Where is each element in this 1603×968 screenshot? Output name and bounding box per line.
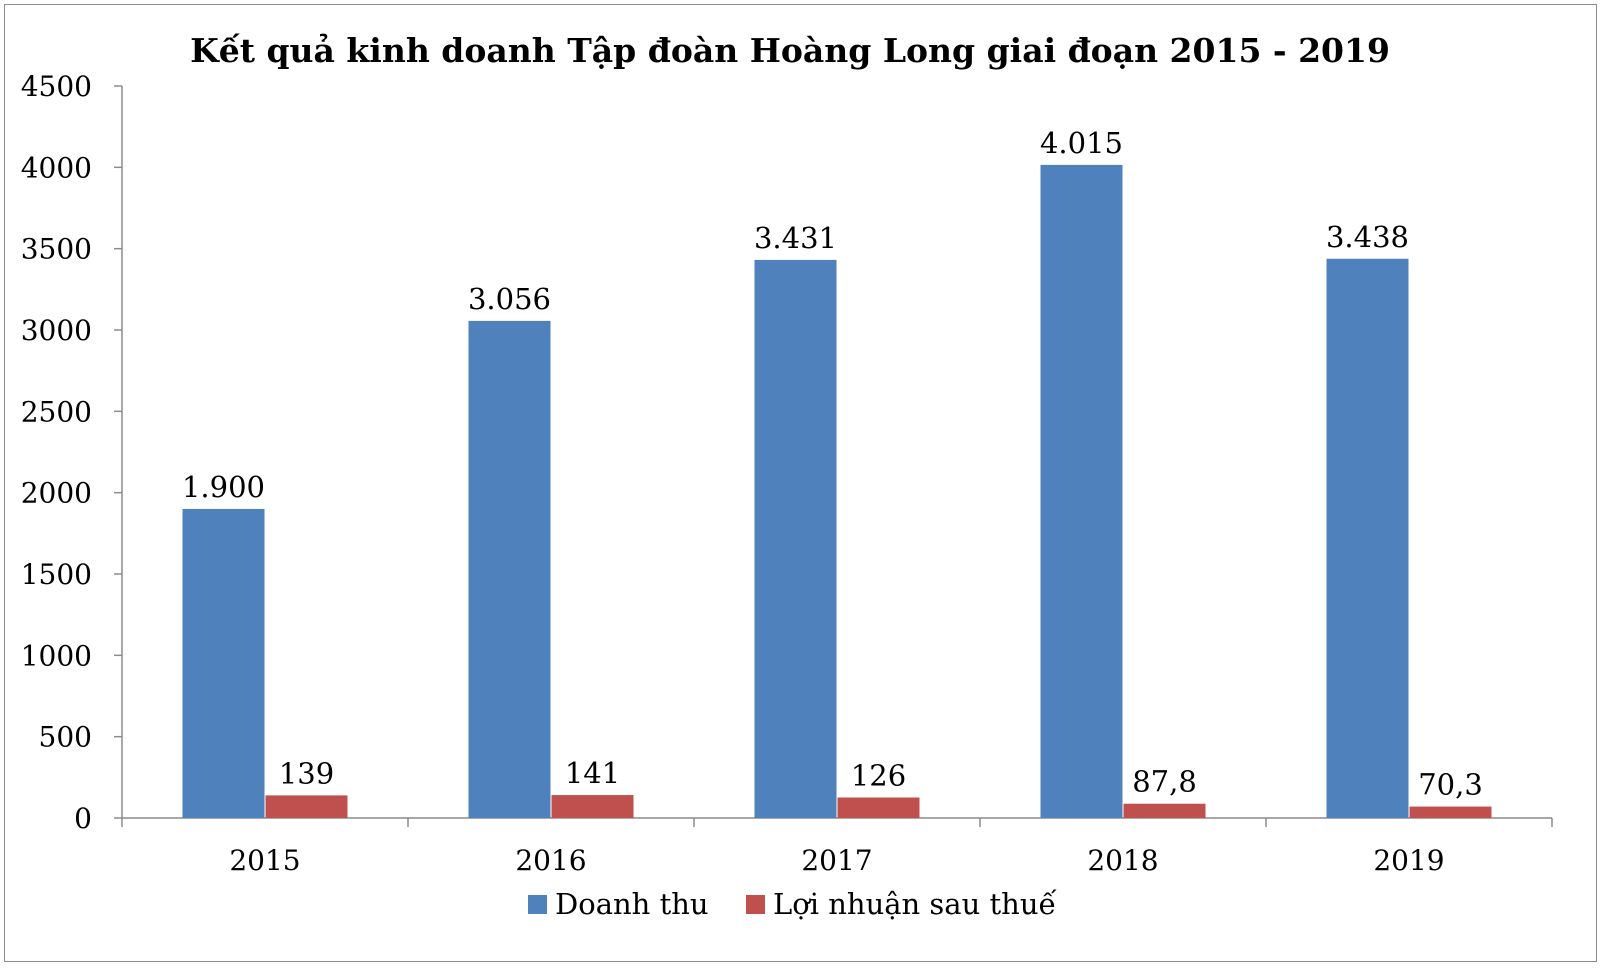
data-label: 70,3 <box>1418 768 1483 802</box>
data-label: 87,8 <box>1132 765 1197 799</box>
bar-loi-nhuan-2017 <box>837 797 920 818</box>
y-tick-label: 2000 <box>21 477 92 510</box>
y-tick-label: 3000 <box>21 314 92 347</box>
x-tick-label: 2015 <box>229 844 300 877</box>
y-tick-label: 1500 <box>21 558 92 591</box>
data-label: 139 <box>279 756 334 790</box>
legend-label: Lợi nhuận sau thuế <box>773 887 1058 921</box>
x-tick-label: 2017 <box>801 844 872 877</box>
bar-doanh-thu-2017 <box>754 259 837 819</box>
data-label: 1.900 <box>182 470 265 504</box>
legend-swatch <box>746 895 765 914</box>
bar-loi-nhuan-2016 <box>551 795 634 818</box>
x-tick-label: 2016 <box>515 844 586 877</box>
y-tick-label: 1000 <box>21 639 92 672</box>
x-tick-label: 2018 <box>1087 844 1158 877</box>
bar-loi-nhuan-2019 <box>1409 806 1492 818</box>
y-tick-label: 500 <box>39 721 92 754</box>
data-label: 126 <box>851 759 906 793</box>
data-labels: 1.900 3.056 3.431 4.015 3.438 139 141 126 87,8 70… <box>182 126 1483 802</box>
data-label: 3.438 <box>1326 220 1409 254</box>
data-label: 3.431 <box>754 221 837 255</box>
legend-label: Doanh thu <box>555 887 709 921</box>
bar-doanh-thu-2015 <box>182 508 265 818</box>
x-tick-label: 2019 <box>1373 844 1444 877</box>
y-tick-label: 4500 <box>21 70 92 103</box>
y-axis: 0 500 1000 1500 2000 2500 3000 3500 4000 4500 <box>21 70 123 835</box>
bar-doanh-thu-2016 <box>468 320 551 818</box>
bars <box>182 164 1492 819</box>
y-tick-label: 4000 <box>21 151 92 184</box>
legend-swatch <box>528 895 547 914</box>
data-label: 4.015 <box>1040 126 1123 160</box>
data-label: 141 <box>565 756 620 790</box>
bar-doanh-thu-2019 <box>1326 258 1409 818</box>
data-label: 3.056 <box>468 282 551 316</box>
y-tick-label: 0 <box>74 802 92 835</box>
bar-loi-nhuan-2015 <box>265 795 348 818</box>
chart-title: Kết quả kinh doanh Tập đoàn Hoàng Long g… <box>190 31 1390 70</box>
y-tick-label: 3500 <box>21 233 92 266</box>
legend: Doanh thu Lợi nhuận sau thuế <box>528 887 1058 921</box>
x-axis: 2015 2016 2017 2018 2019 <box>121 817 1553 877</box>
bar-loi-nhuan-2018 <box>1123 803 1206 818</box>
y-tick-label: 2500 <box>21 395 92 428</box>
bar-doanh-thu-2018 <box>1040 164 1123 819</box>
